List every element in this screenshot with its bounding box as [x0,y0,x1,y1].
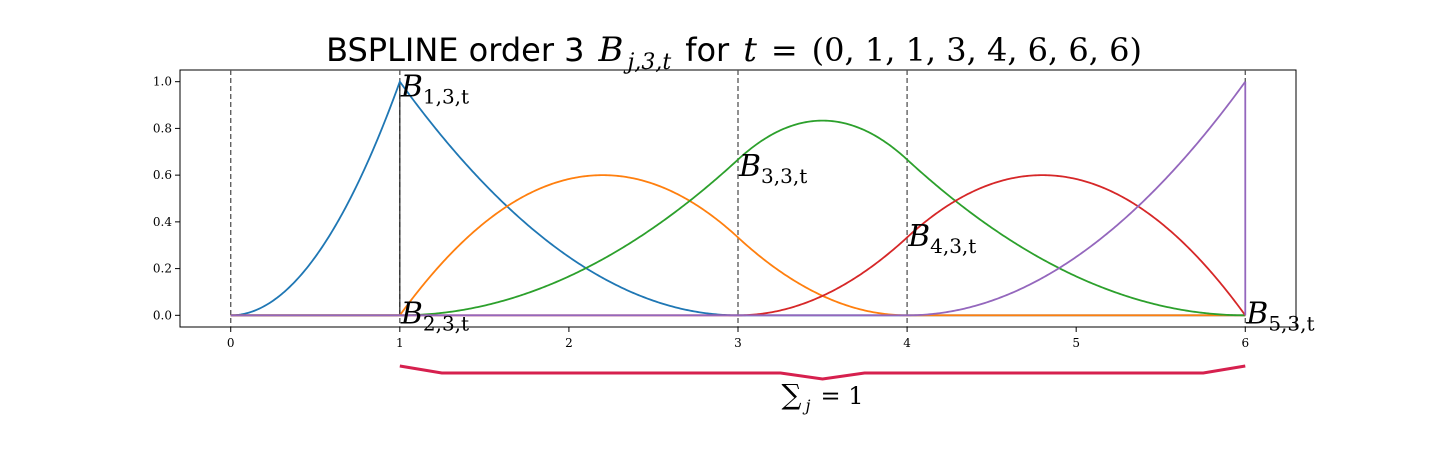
y-tick-label: 0.6 [153,168,172,182]
title-var: t [743,30,757,70]
sum-subscript: j [803,396,811,415]
series-line-b5 [230,81,1246,317]
y-tick-label: 0.0 [153,308,172,322]
y-tick-label: 0.8 [153,121,172,135]
x-tick-label: 2 [565,336,573,350]
sum-symbol: ∑ [782,378,802,411]
title-symbol-sub: j,3,t [623,50,672,75]
series-label-b5: B5,3,t [1245,296,1314,335]
title-middle: for [685,31,730,69]
series-label-sub: 1,3,t [423,85,469,109]
sum-brace [399,364,1246,381]
series-label-sub: 4,3,t [930,234,976,258]
x-tick-label: 5 [1072,336,1080,350]
series-label-b2: B2,3,t [400,296,469,335]
y-tick-label: 0.4 [153,215,172,229]
series-label-main: B [738,149,761,184]
bspline-curves [230,79,1247,317]
y-tick-label: 0.2 [153,262,172,276]
title-equals: = [771,31,798,69]
x-tick-label: 6 [1241,336,1249,350]
series-label-sub: 3,3,t [761,164,807,188]
series-label-b3: B3,3,t [738,149,807,188]
y-axis-ticks: 0.0 0.2 0.4 0.6 0.8 1.0 [153,75,180,322]
curve-labels: B1,3,tB2,3,tB3,3,tB4,3,tB5,3,t [400,70,1315,336]
x-tick-label: 3 [734,336,742,350]
chart-title: BSPLINE order 3 B j,3,t for t = (0, 1, 1… [326,30,1142,75]
series-label-main: B [400,70,423,105]
series-label-sub: 2,3,t [423,311,469,335]
series-label-main: B [907,219,930,254]
x-tick-label: 4 [903,336,911,350]
y-tick-label: 1.0 [153,75,172,89]
title-prefix: BSPLINE order 3 [326,31,584,69]
series-label-b1: B1,3,t [400,70,469,109]
sum-equals: = 1 [821,382,864,410]
x-tick-label: 1 [396,336,404,350]
title-symbol: B [598,30,624,70]
title-knots: (0, 1, 1, 3, 4, 6, 6, 6) [812,31,1142,69]
knot-lines [230,70,1246,327]
sum-label: ∑ j = 1 [782,378,864,415]
series-label-b4: B4,3,t [907,219,976,258]
x-axis-ticks: 0 1 2 3 4 5 6 [227,327,1249,350]
series-label-sub: 5,3,t [1268,311,1314,335]
series-label-main: B [400,296,423,331]
x-tick-label: 0 [227,336,235,350]
series-label-main: B [1245,296,1268,331]
